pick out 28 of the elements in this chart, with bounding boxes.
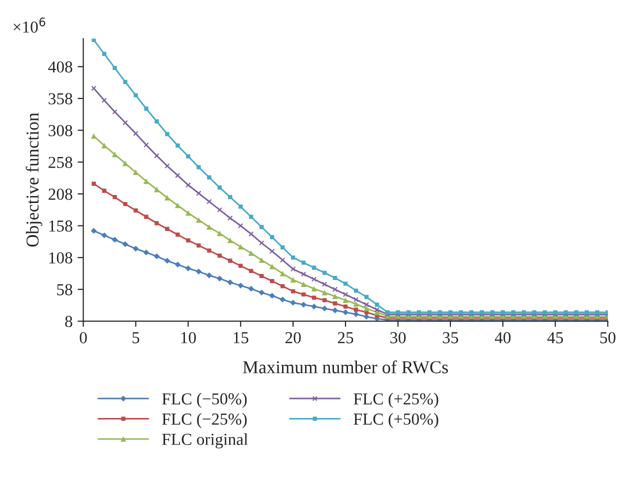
y-tick-label: 158 xyxy=(49,220,72,232)
x-tick-label: 5 xyxy=(132,332,140,344)
x-tick-label: 20 xyxy=(285,332,301,344)
x-tick-label: 30 xyxy=(390,332,406,344)
x-tick-label: 15 xyxy=(234,332,248,344)
y-tick-label: 8 xyxy=(65,316,72,328)
text: ×10$^{6}$ xyxy=(14,18,46,33)
x-tick-label: 10 xyxy=(181,332,196,344)
y-tick-label: 258 xyxy=(48,156,72,168)
x-axis-title: Maximum number of RWCs xyxy=(242,360,448,374)
y-tick-label: 208 xyxy=(48,188,72,200)
y-tick-label: 108 xyxy=(49,252,72,264)
y-axis-title: Objective function xyxy=(26,112,42,247)
legend-label: FLC original xyxy=(162,433,248,448)
x-tick-label: 45 xyxy=(547,332,563,344)
x-tick-label: 35 xyxy=(442,332,458,344)
x-tick-label: 25 xyxy=(338,332,354,344)
y-tick-label: 408 xyxy=(48,61,72,73)
legend-label: FLC (−50%) xyxy=(162,392,247,408)
x-tick-label: 50 xyxy=(600,332,616,344)
legend-label: FLC (+25%) xyxy=(354,392,438,408)
legend-label: FLC (−25%) xyxy=(162,413,247,428)
x-tick-label: 40 xyxy=(494,332,511,344)
y-tick-label: 358 xyxy=(48,93,72,104)
x-tick-label: 0 xyxy=(80,332,87,344)
y-tick-label: 58 xyxy=(57,284,72,296)
legend-label: FLC (+50%) xyxy=(354,413,438,428)
y-tick-label: 308 xyxy=(48,124,72,136)
